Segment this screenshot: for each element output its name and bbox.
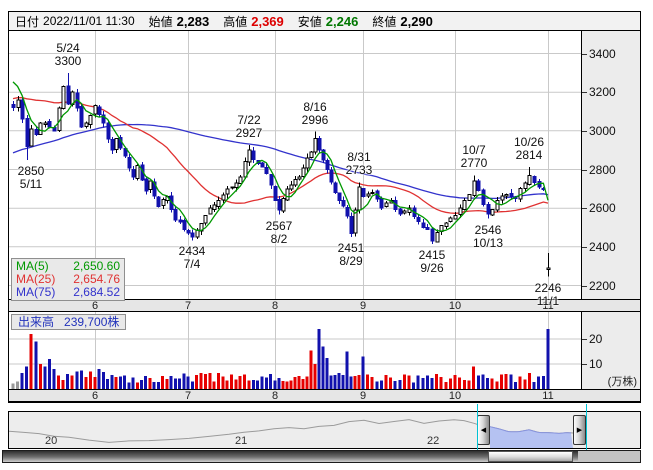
price-tick [582, 131, 587, 132]
price-tick [582, 208, 587, 209]
date-label: 日付 [15, 14, 40, 29]
month-axis-volume: 6 7 8 9 10 11 [9, 389, 640, 402]
chart-annotation: 2415 9/26 [418, 248, 446, 275]
month-label: 6 [91, 390, 99, 402]
volume-tick-label: 10 [589, 357, 603, 371]
price-tick [582, 92, 587, 93]
open-label: 始値 [148, 14, 173, 29]
volume-chart-plot[interactable]: 出来高 239,700株 [9, 312, 581, 390]
month-label: 6 [91, 300, 99, 312]
low-value: 2,246 [325, 13, 359, 29]
volume-canvas[interactable] [9, 312, 581, 390]
horizontal-scrollbar[interactable] [2, 450, 641, 463]
ma5-label: MA(5) [16, 259, 49, 273]
chart-annotation: 2546 10/13 [472, 223, 504, 250]
chart-annotation: 7/22 2927 [235, 113, 263, 140]
volume-axis: (万株) 20 10 [581, 312, 640, 389]
close-value: 2,290 [400, 13, 433, 29]
price-chart-plot[interactable]: MA(5) 2,650.60 MA(25) 2,654.76 MA(75) 2,… [9, 31, 581, 307]
range-handle-left[interactable]: ◀ [477, 415, 490, 445]
month-label: 10 [448, 300, 462, 312]
scrollbar-thumb[interactable] [488, 451, 573, 462]
navigator-sparkline [8, 419, 574, 448]
month-label: 11 [542, 300, 554, 312]
ma25-value: 2,654.76 [73, 272, 120, 286]
ma25-legend-row: MA(25) 2,654.76 [16, 273, 120, 286]
month-label: 9 [359, 390, 367, 402]
chart-frame: MA(5) 2,650.60 MA(25) 2,654.76 MA(75) 2,… [8, 30, 641, 403]
ma25-label: MA(25) [16, 272, 56, 286]
year-label: 20 [45, 435, 58, 447]
price-tick [582, 247, 587, 248]
volume-tick-label: 20 [589, 332, 603, 346]
volume-legend: 出来高 239,700株 [11, 314, 127, 330]
month-label: 10 [448, 390, 462, 402]
price-chart-section: MA(5) 2,650.60 MA(25) 2,654.76 MA(75) 2,… [9, 31, 640, 307]
month-axis-price: 6 7 8 9 10 11 [9, 299, 640, 312]
month-label: 7 [184, 390, 192, 402]
price-tick-label: 3400 [589, 47, 616, 61]
volume-label: 出来高 [18, 315, 55, 329]
chart-annotation: 10/7 2770 [460, 143, 488, 170]
scrollbar-track-rest[interactable] [578, 451, 640, 462]
ma5-value: 2,650.60 [73, 259, 120, 273]
volume-tick [582, 364, 587, 365]
left-arrow-icon: ◀ [480, 427, 487, 434]
price-tick [582, 54, 587, 55]
right-arrow-icon: ▶ [576, 427, 583, 434]
ma75-legend-row: MA(75) 2,684.52 [16, 286, 120, 299]
chart-annotation: 2246 11/1 [534, 281, 562, 308]
low-label: 安値 [297, 14, 322, 29]
high-value: 2,369 [251, 13, 284, 29]
price-tick-label: 3000 [589, 124, 616, 138]
volume-tick [582, 339, 587, 340]
year-label: 22 [427, 435, 440, 447]
chart-annotation: 2434 7/4 [178, 244, 206, 271]
ma5-legend-row: MA(5) 2,650.60 [16, 260, 120, 273]
month-label: 8 [271, 300, 279, 312]
ma-legend: MA(5) 2,650.60 MA(25) 2,654.76 MA(75) 2,… [11, 258, 125, 301]
volume-chart-section: 出来高 239,700株 (万株) 20 10 [9, 312, 640, 390]
high-label: 高値 [223, 14, 248, 29]
price-tick-label: 3200 [589, 85, 616, 99]
volume-unit: (万株) [607, 376, 637, 388]
chart-annotation: 8/31 2733 [345, 150, 373, 177]
ma75-label: MA(75) [16, 285, 56, 299]
chart-annotation: 2850 5/11 [17, 164, 45, 191]
close-label: 終値 [372, 14, 397, 29]
price-tick [582, 170, 587, 171]
price-tick [582, 286, 587, 287]
range-handle-right[interactable]: ▶ [573, 415, 586, 445]
price-axis: 3400 3200 3000 2800 2600 2400 2200 [581, 31, 640, 299]
month-label: 7 [184, 300, 192, 312]
date-value: 2022/11/01 11:30 [43, 14, 135, 28]
price-tick-label: 2400 [589, 240, 616, 254]
price-tick-label: 2600 [589, 201, 616, 215]
ohlc-header: 日付 2022/11/01 11:30 始値 2,283 高値 2,369 安値… [8, 11, 641, 31]
selection-guide-right [586, 404, 587, 450]
chart-annotation: 5/24 3300 [54, 41, 82, 68]
price-tick-label: 2800 [589, 163, 616, 177]
candlestick-canvas[interactable] [9, 31, 581, 299]
ma75-value: 2,684.52 [73, 285, 120, 299]
chart-annotation: 2451 8/29 [337, 241, 365, 268]
year-label: 21 [235, 435, 248, 447]
month-label: 11 [542, 390, 554, 402]
chart-annotation: 10/26 2814 [513, 135, 545, 162]
chart-annotation: 8/16 2996 [301, 100, 329, 127]
range-navigator[interactable]: ◀ ▶ 20 21 22 [8, 411, 641, 449]
chart-annotation: 2567 8/2 [265, 219, 293, 246]
price-tick-label: 2200 [589, 279, 616, 293]
selection-guide-left [477, 404, 478, 450]
open-value: 2,283 [176, 13, 210, 29]
month-label: 8 [271, 390, 279, 402]
volume-value: 239,700株 [64, 315, 120, 329]
month-label: 9 [359, 300, 367, 312]
